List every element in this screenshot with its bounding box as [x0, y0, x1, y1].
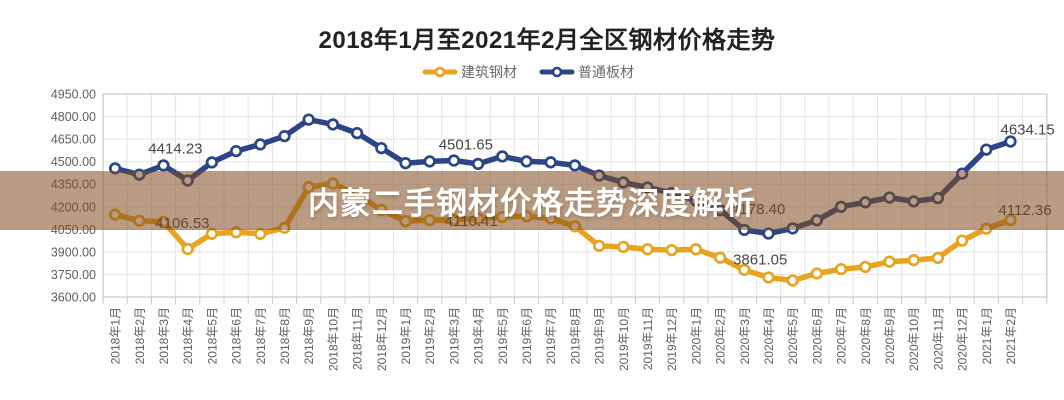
- data-point-marker: [254, 138, 267, 151]
- svg-text:4800.00: 4800.00: [51, 110, 96, 124]
- data-point-marker: [786, 274, 799, 287]
- svg-text:4501.65: 4501.65: [439, 136, 493, 153]
- data-point-marker: [907, 254, 920, 267]
- data-point-marker: [350, 126, 364, 140]
- chart-title: 2018年1月至2021年2月全区钢材价格走势: [318, 27, 776, 54]
- svg-text:3900.00: 3900.00: [51, 245, 96, 259]
- svg-text:2020年3月: 2020年3月: [738, 307, 752, 364]
- line-series-marker-icon: [422, 66, 458, 78]
- svg-text:2020年7月: 2020年7月: [835, 307, 849, 364]
- data-point-marker: [738, 263, 751, 277]
- x-axis-labels: 2018年1月 2018年2月 2018年3月 2018年4月 2018年5月 2018年…: [109, 307, 1018, 371]
- svg-text:2018年12月: 2018年12月: [375, 307, 389, 371]
- line-series-marker-icon: [539, 66, 575, 78]
- svg-text:2019年3月: 2019年3月: [447, 307, 461, 364]
- data-point-marker: [471, 157, 485, 171]
- legend: 建筑钢材 普通板材: [422, 62, 634, 82]
- svg-text:2018年7月: 2018年7月: [254, 307, 268, 364]
- svg-text:2019年12月: 2019年12月: [665, 307, 679, 371]
- svg-text:3861.05: 3861.05: [733, 252, 787, 269]
- svg-text:2020年5月: 2020年5月: [786, 307, 800, 364]
- svg-text:2018年5月: 2018年5月: [205, 307, 219, 364]
- data-point-marker: [810, 267, 824, 280]
- data-point-marker: [665, 243, 678, 257]
- svg-text:2020年8月: 2020年8月: [859, 307, 873, 364]
- svg-text:4950.00: 4950.00: [51, 88, 96, 102]
- data-point-marker: [641, 243, 654, 256]
- svg-text:2018年2月: 2018年2月: [133, 307, 147, 364]
- data-point-marker: [181, 242, 194, 256]
- svg-text:2018年11月: 2018年11月: [351, 307, 365, 370]
- promo-banner-overlay: 内蒙二手钢材价格走势深度解析: [0, 171, 1064, 230]
- data-point-marker: [762, 227, 775, 240]
- data-point-marker: [496, 150, 509, 163]
- svg-text:2018年8月: 2018年8月: [278, 307, 292, 364]
- svg-text:2019年10月: 2019年10月: [617, 307, 631, 371]
- svg-text:3600.00: 3600.00: [51, 291, 96, 305]
- data-point-marker: [447, 154, 461, 167]
- promo-banner-title: 内蒙二手钢材价格走势深度解析: [308, 186, 756, 221]
- svg-text:2020年1月: 2020年1月: [689, 307, 703, 364]
- legend-label-construction-steel: 建筑钢材: [461, 64, 517, 80]
- data-point-marker: [544, 156, 557, 169]
- data-point-marker: [399, 157, 412, 170]
- svg-text:2018年3月: 2018年3月: [157, 307, 171, 364]
- svg-text:2019年1月: 2019年1月: [399, 307, 413, 364]
- data-point-marker: [883, 255, 896, 268]
- svg-text:2019年11月: 2019年11月: [641, 307, 655, 370]
- svg-text:2019年8月: 2019年8月: [568, 307, 582, 364]
- svg-text:2018年10月: 2018年10月: [326, 307, 340, 371]
- svg-text:2020年11月: 2020年11月: [931, 307, 945, 370]
- data-point-marker: [278, 129, 291, 143]
- svg-text:2019年7月: 2019年7月: [544, 307, 558, 364]
- svg-text:4414.23: 4414.23: [148, 141, 202, 158]
- svg-text:4634.15: 4634.15: [1001, 122, 1055, 139]
- data-point-marker: [713, 251, 727, 264]
- svg-text:2019年4月: 2019年4月: [472, 307, 486, 364]
- svg-text:2019年2月: 2019年2月: [423, 307, 437, 364]
- svg-text:2019年6月: 2019年6月: [520, 307, 534, 364]
- svg-text:3750.00: 3750.00: [51, 268, 96, 282]
- data-point-marker: [689, 243, 703, 256]
- svg-text:4650.00: 4650.00: [51, 133, 96, 147]
- data-point-marker: [302, 113, 315, 126]
- data-point-marker: [931, 251, 945, 265]
- data-point-marker: [520, 155, 533, 168]
- svg-text:2020年9月: 2020年9月: [883, 307, 897, 364]
- data-point-marker: [254, 227, 267, 240]
- svg-text:2020年12月: 2020年12月: [956, 307, 970, 371]
- data-point-marker: [205, 156, 219, 169]
- svg-text:2018年1月: 2018年1月: [109, 307, 123, 364]
- data-point-marker: [1004, 135, 1017, 148]
- svg-text:2019年5月: 2019年5月: [496, 307, 510, 364]
- data-point-marker: [326, 118, 340, 131]
- svg-text:2018年4月: 2018年4月: [181, 307, 195, 364]
- svg-text:2020年4月: 2020年4月: [762, 307, 776, 364]
- data-point-marker: [980, 143, 993, 156]
- svg-text:2020年10月: 2020年10月: [907, 307, 921, 371]
- legend-item-construction-steel[interactable]: 建筑钢材: [422, 62, 517, 82]
- svg-text:2019年9月: 2019年9月: [593, 307, 607, 364]
- data-point-marker: [617, 240, 630, 254]
- svg-text:2021年1月: 2021年1月: [980, 307, 994, 364]
- data-point-marker: [955, 234, 969, 247]
- data-point-marker: [859, 260, 872, 274]
- data-point-marker: [375, 141, 388, 155]
- data-point-marker: [568, 159, 582, 172]
- legend-label-plate-steel: 普通板材: [578, 64, 634, 80]
- svg-text:4500.00: 4500.00: [51, 155, 96, 169]
- data-point-marker: [229, 144, 243, 158]
- svg-text:2021年2月: 2021年2月: [1004, 307, 1018, 364]
- svg-text:2018年6月: 2018年6月: [230, 307, 244, 364]
- data-point-marker: [834, 263, 848, 276]
- svg-text:2020年6月: 2020年6月: [810, 307, 824, 364]
- legend-item-plate-steel[interactable]: 普通板材: [539, 62, 634, 82]
- data-point-marker: [423, 155, 436, 168]
- data-point-marker: [592, 239, 606, 253]
- svg-text:2018年9月: 2018年9月: [302, 307, 316, 364]
- data-point-marker: [762, 271, 775, 284]
- data-point-marker: [157, 159, 170, 172]
- svg-text:2020年2月: 2020年2月: [714, 307, 728, 364]
